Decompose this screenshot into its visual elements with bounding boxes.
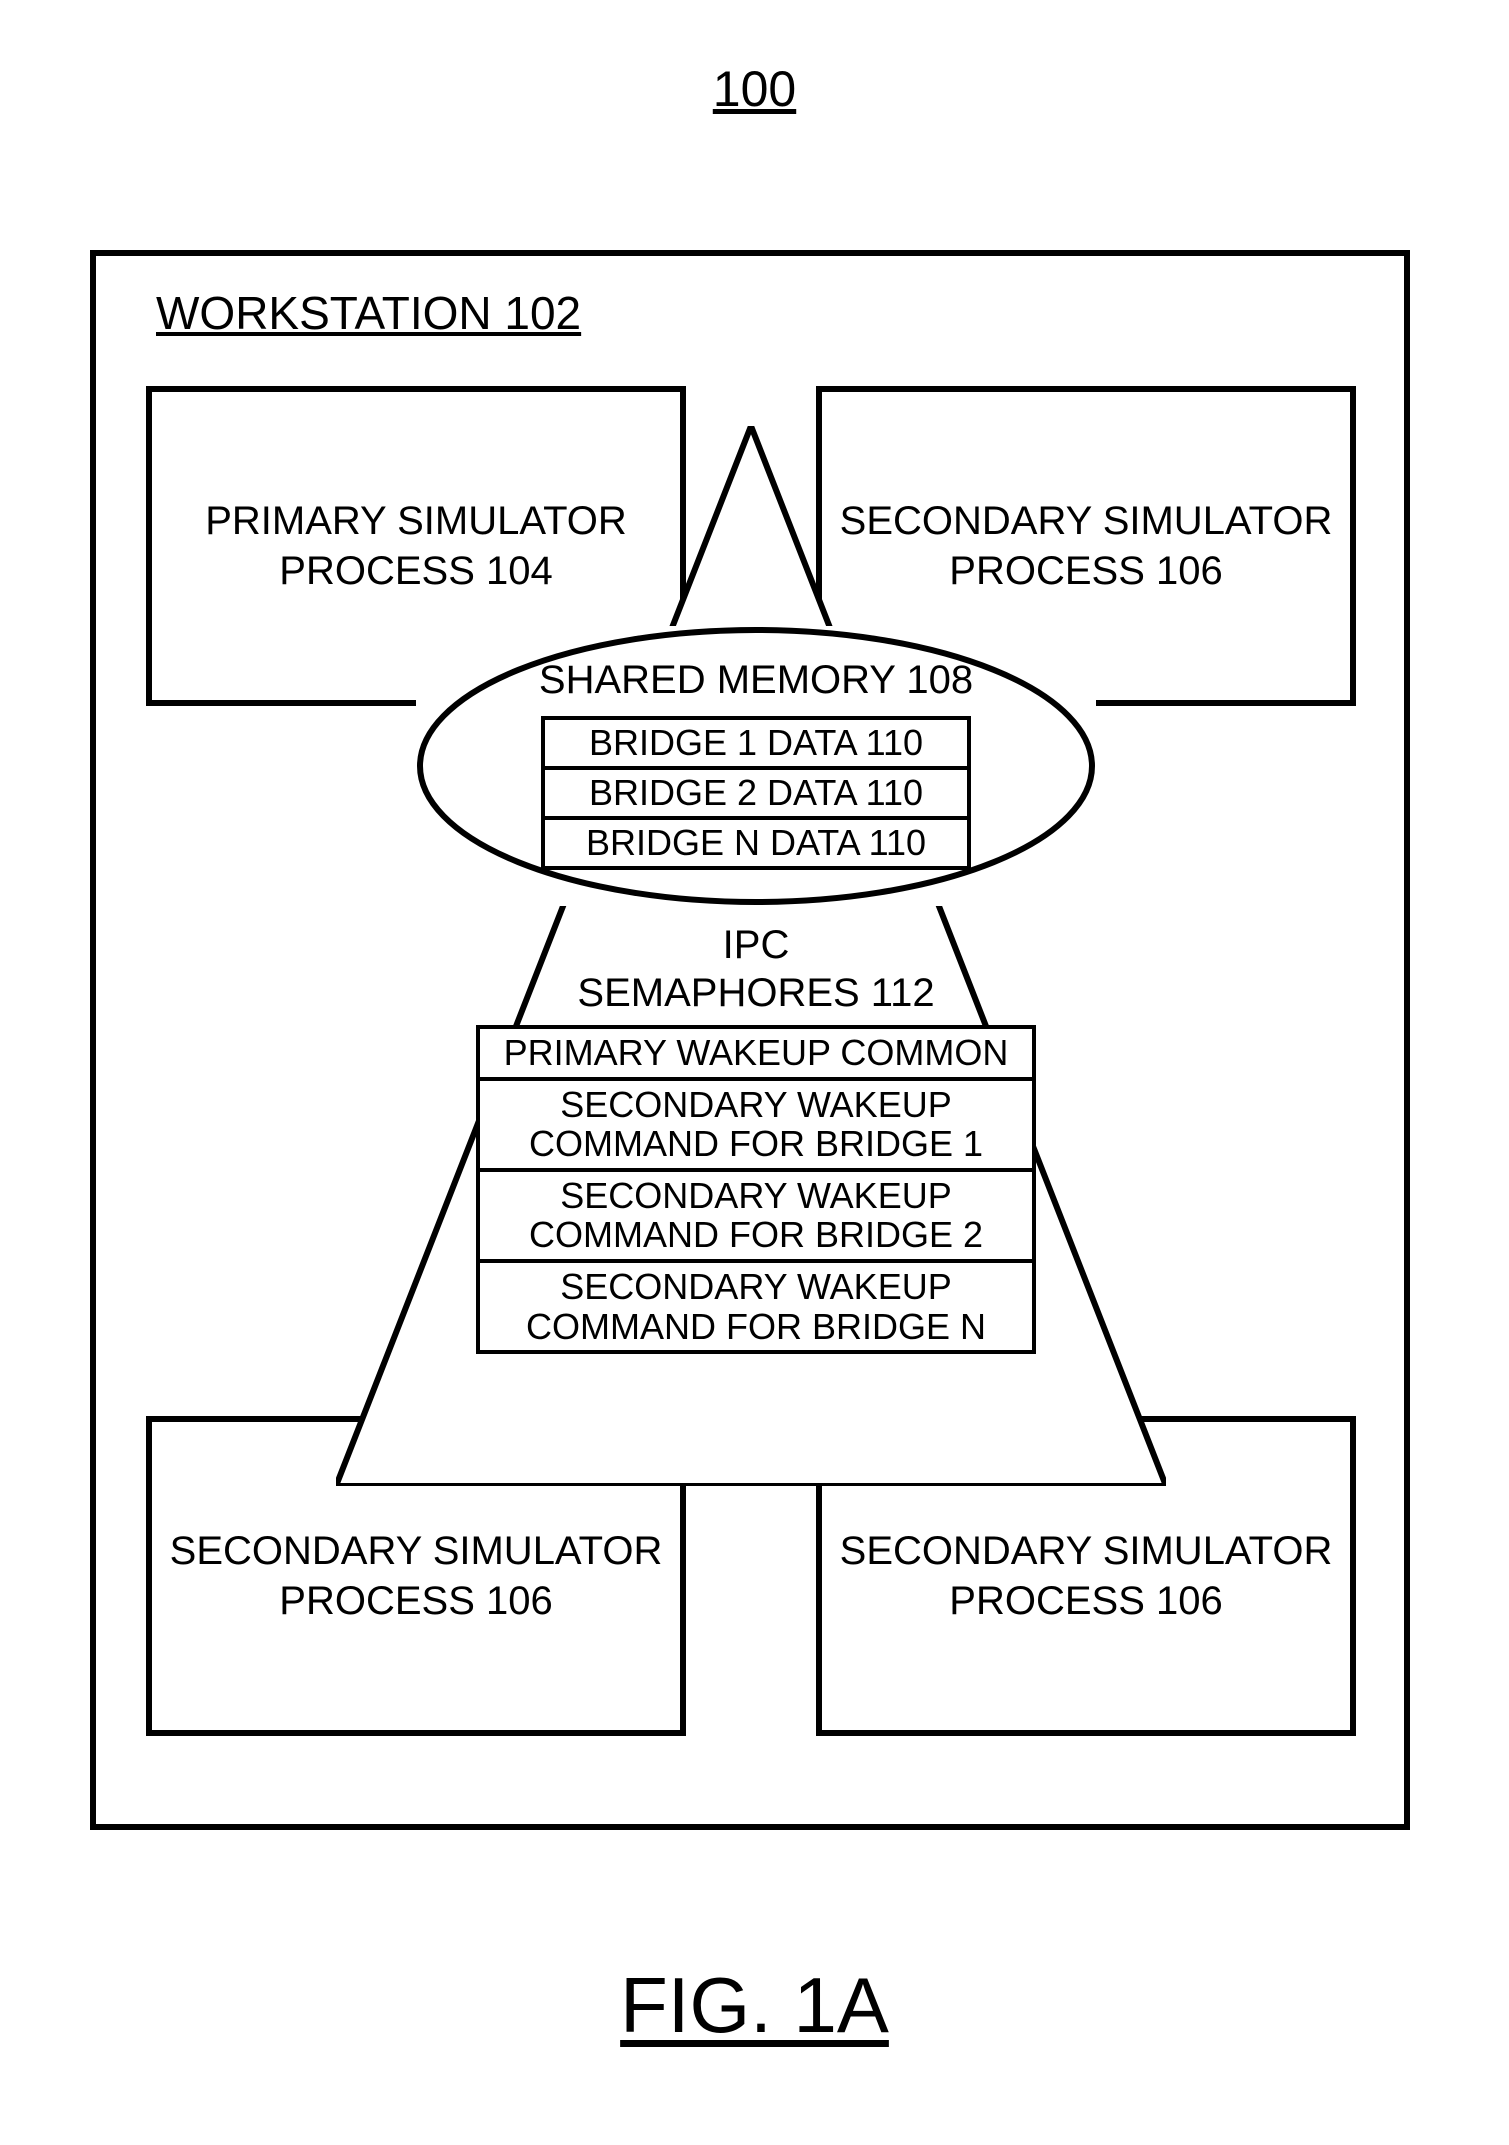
sem-row: SECONDARY WAKEUP COMMAND FOR BRIDGE 1: [480, 1081, 1032, 1172]
shared-memory-ellipse: SHARED MEMORY 108 BRIDGE 1 DATA 110 BRID…: [416, 626, 1096, 906]
ipc-title-line2: SEMAPHORES 112: [577, 971, 934, 1015]
bridge-data-table: BRIDGE 1 DATA 110 BRIDGE 2 DATA 110 BRID…: [541, 716, 971, 870]
figure-number: 100: [713, 60, 796, 118]
ipc-title: IPC SEMAPHORES 112: [426, 921, 1086, 1017]
sem-row: SECONDARY WAKEUP COMMAND FOR BRIDGE 2: [480, 1172, 1032, 1263]
figure-caption: FIG. 1A: [620, 1960, 889, 2051]
workstation-box: WORKSTATION 102 PRIMARY SIMULATOR PROCES…: [90, 250, 1410, 1830]
shared-memory-title: SHARED MEMORY 108: [416, 658, 1096, 703]
bridge-row: BRIDGE N DATA 110: [545, 820, 967, 866]
sem-row: SECONDARY WAKEUP COMMAND FOR BRIDGE N: [480, 1263, 1032, 1350]
workstation-label: WORKSTATION 102: [156, 286, 581, 340]
semaphore-table: PRIMARY WAKEUP COMMON SECONDARY WAKEUP C…: [476, 1025, 1036, 1354]
ipc-semaphores-block: IPC SEMAPHORES 112 PRIMARY WAKEUP COMMON…: [426, 921, 1086, 1354]
bridge-row: BRIDGE 1 DATA 110: [545, 720, 967, 770]
sem-row: PRIMARY WAKEUP COMMON: [480, 1029, 1032, 1081]
bridge-row: BRIDGE 2 DATA 110: [545, 770, 967, 820]
ipc-title-line1: IPC: [723, 923, 790, 967]
